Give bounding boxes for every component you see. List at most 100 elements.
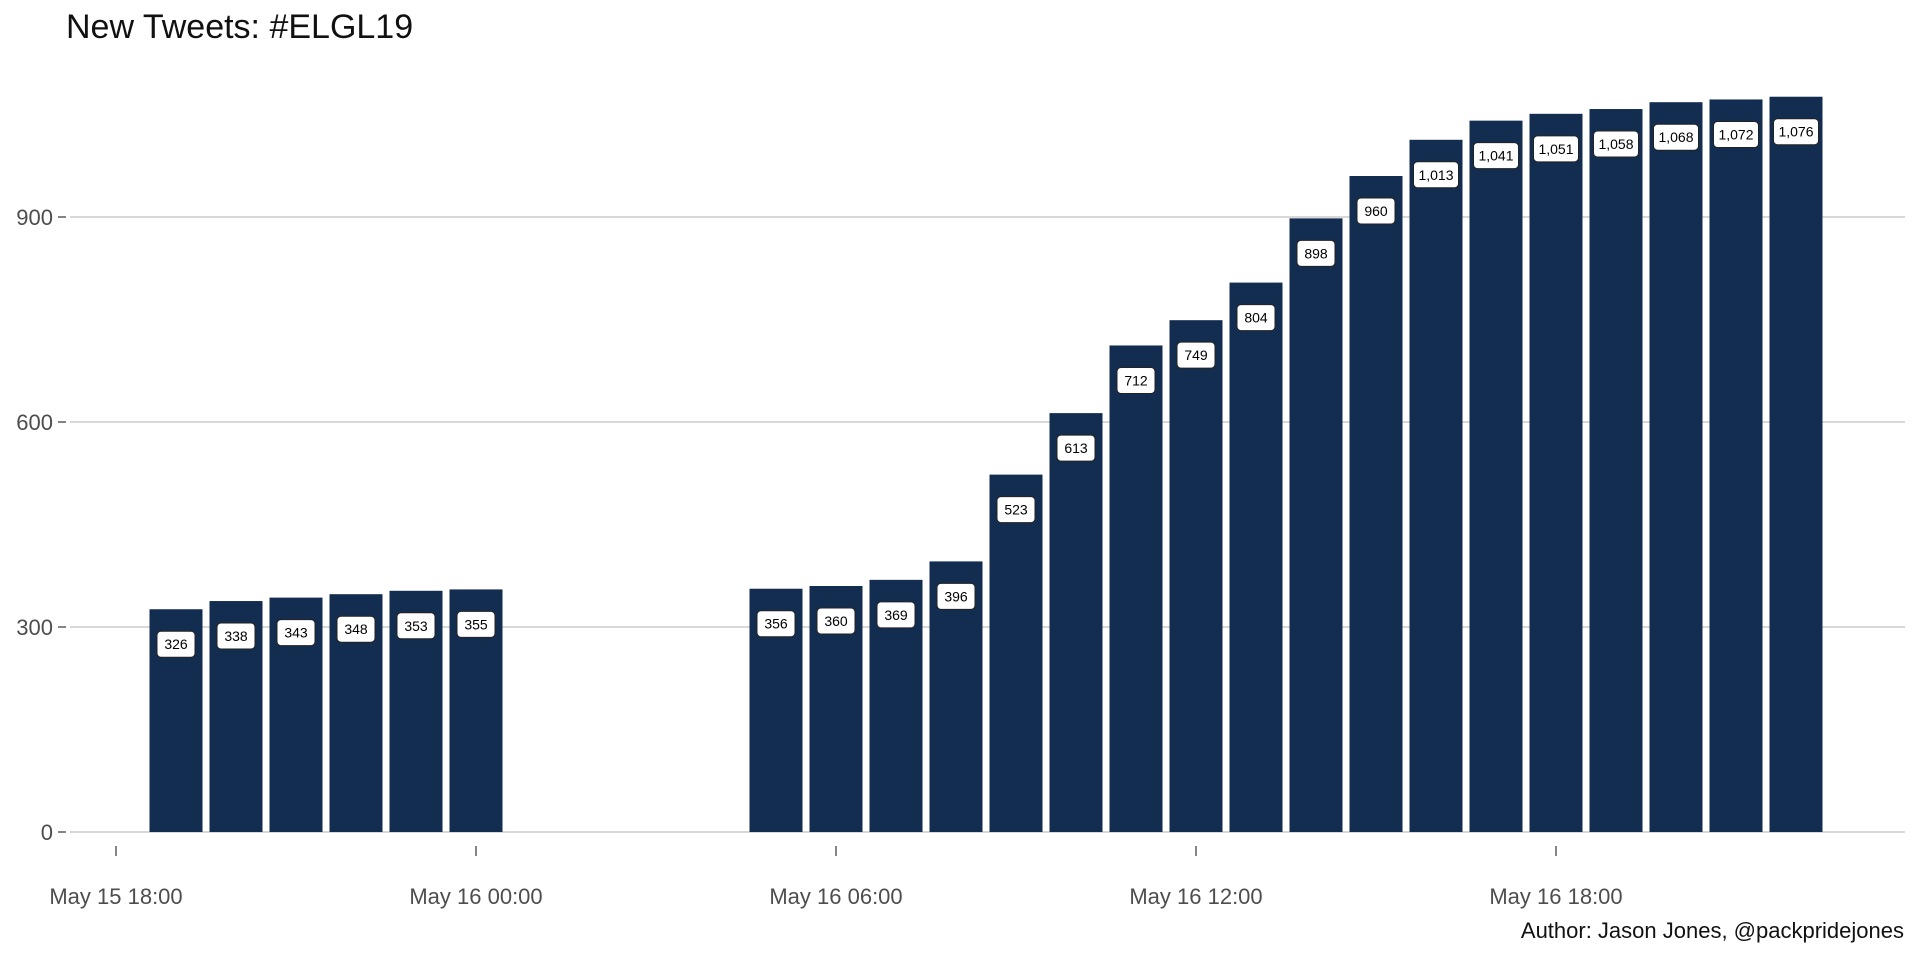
data-label-text: 1,072 <box>1718 126 1753 142</box>
data-label: 343 <box>276 619 316 647</box>
data-label-box <box>336 615 376 643</box>
chart-caption: Author: Jason Jones, @packpridejones <box>1520 918 1904 943</box>
data-label-text: 523 <box>1004 502 1028 518</box>
data-label-text: 1,051 <box>1538 141 1573 157</box>
data-label-box <box>1593 130 1639 158</box>
y-axis: 0 300 600 900 <box>16 205 66 845</box>
data-label-box <box>1356 197 1396 225</box>
data-label-text: 749 <box>1184 347 1208 363</box>
y-tick-label: 300 <box>16 615 53 640</box>
bars <box>149 96 1823 833</box>
data-label-box <box>1653 123 1699 151</box>
data-label: 1,072 <box>1713 120 1759 148</box>
data-label-text: 356 <box>764 616 788 632</box>
data-label-text: 1,076 <box>1778 124 1813 140</box>
data-label-box <box>1056 434 1096 462</box>
data-label-text: 1,068 <box>1658 129 1693 145</box>
data-label: 1,041 <box>1473 142 1519 170</box>
x-tick-label: May 16 00:00 <box>409 884 542 909</box>
data-label: 360 <box>816 607 856 635</box>
data-label: 1,051 <box>1533 135 1579 163</box>
x-axis: May 15 18:00 May 16 00:00 May 16 06:00 May … <box>49 846 1623 909</box>
data-label-box <box>996 496 1036 524</box>
data-label: 396 <box>936 582 976 610</box>
bar <box>1589 109 1643 833</box>
bar <box>1469 120 1523 832</box>
data-label: 353 <box>396 612 436 640</box>
y-tick-label: 600 <box>16 410 53 435</box>
y-tick-label: 0 <box>41 820 53 845</box>
data-label-box <box>396 612 436 640</box>
data-label-text: 369 <box>884 607 908 623</box>
data-label-box <box>1116 366 1156 394</box>
data-label-text: 353 <box>404 618 428 634</box>
data-label: 712 <box>1116 366 1156 394</box>
chart-title: New Tweets: #ELGL19 <box>66 8 414 46</box>
data-label: 1,068 <box>1653 123 1699 151</box>
bar <box>1109 345 1163 832</box>
data-label: 804 <box>1236 304 1276 332</box>
bar <box>1349 176 1403 832</box>
data-label-text: 804 <box>1244 310 1268 326</box>
bar <box>1769 96 1823 832</box>
data-label-box <box>276 619 316 647</box>
data-label: 355 <box>456 610 496 638</box>
data-label-text: 1,058 <box>1598 136 1633 152</box>
data-label-box <box>876 601 916 629</box>
data-label-box <box>1473 142 1519 170</box>
data-label-text: 355 <box>464 616 488 632</box>
data-label: 749 <box>1176 341 1216 369</box>
bar <box>1049 413 1103 832</box>
bar <box>1169 320 1223 832</box>
data-label-text: 338 <box>224 628 248 644</box>
data-label-box <box>1773 118 1819 146</box>
data-label-text: 396 <box>944 588 968 604</box>
bar <box>1229 282 1283 833</box>
y-tick-label: 900 <box>16 205 53 230</box>
data-label: 1,076 <box>1773 118 1819 146</box>
data-label-text: 360 <box>824 613 848 629</box>
x-tick-label: May 16 12:00 <box>1129 884 1262 909</box>
bar <box>1289 218 1343 832</box>
bar <box>1409 139 1463 833</box>
data-label: 960 <box>1356 197 1396 225</box>
data-label-text: 613 <box>1064 440 1088 456</box>
data-label-box <box>456 610 496 638</box>
data-label-text: 326 <box>164 636 188 652</box>
data-label: 523 <box>996 496 1036 524</box>
data-label: 1,058 <box>1593 130 1639 158</box>
data-label-box <box>216 622 256 650</box>
data-label: 338 <box>216 622 256 650</box>
data-label: 369 <box>876 601 916 629</box>
data-label-text: 348 <box>344 621 368 637</box>
data-labels: 326 338 343 348 353 355 356 360 369 396 523 613 712 7… <box>156 118 1819 658</box>
data-label-box <box>1236 304 1276 332</box>
data-label-text: 712 <box>1124 372 1148 388</box>
data-label-box <box>756 610 796 638</box>
data-label-text: 960 <box>1364 203 1388 219</box>
data-label-text: 343 <box>284 625 308 641</box>
data-label-box <box>936 582 976 610</box>
data-label-box <box>1533 135 1579 163</box>
data-label-box <box>1413 161 1459 189</box>
data-label-box <box>156 630 196 658</box>
data-label-box <box>1296 239 1336 267</box>
x-tick-label: May 16 18:00 <box>1489 884 1622 909</box>
x-tick-label: May 15 18:00 <box>49 884 182 909</box>
data-label-box <box>1176 341 1216 369</box>
bar <box>1529 113 1583 833</box>
data-label: 898 <box>1296 239 1336 267</box>
data-label-text: 1,013 <box>1418 167 1453 183</box>
data-label: 326 <box>156 630 196 658</box>
data-label-box <box>1713 120 1759 148</box>
data-label: 613 <box>1056 434 1096 462</box>
bar <box>1709 99 1763 832</box>
data-label: 1,013 <box>1413 161 1459 189</box>
data-label-box <box>816 607 856 635</box>
bar <box>989 474 1043 832</box>
data-label-text: 898 <box>1304 245 1328 261</box>
x-tick-label: May 16 06:00 <box>769 884 902 909</box>
bar <box>1649 102 1703 832</box>
data-label: 356 <box>756 610 796 638</box>
